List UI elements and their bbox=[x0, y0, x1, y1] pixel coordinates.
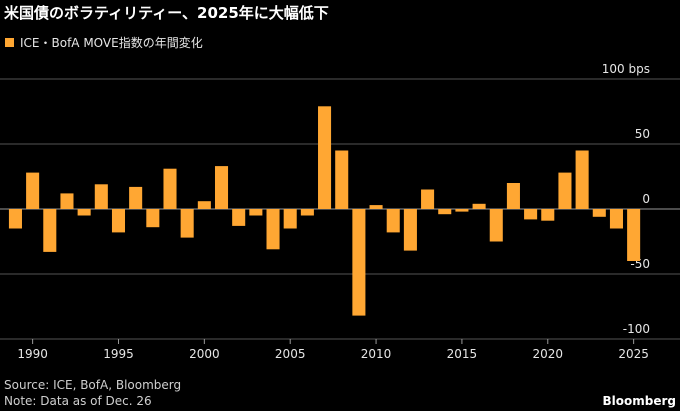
legend-label: ICE・BofA MOVE指数の年間変化 bbox=[20, 35, 203, 50]
bar bbox=[541, 209, 555, 221]
bar bbox=[26, 172, 40, 209]
x-tick-label: 2015 bbox=[447, 347, 478, 361]
x-tick-label: 1995 bbox=[103, 347, 134, 361]
bar bbox=[421, 189, 435, 209]
bar bbox=[524, 209, 538, 220]
bar bbox=[335, 150, 349, 209]
bar bbox=[300, 209, 314, 216]
note: Note: Data as of Dec. 26 bbox=[4, 394, 152, 408]
x-tick-label: 1990 bbox=[17, 347, 48, 361]
bar bbox=[180, 209, 194, 238]
brand: Bloomberg bbox=[603, 394, 677, 408]
bar bbox=[283, 209, 297, 229]
x-tick-label: 2000 bbox=[189, 347, 220, 361]
source: Source: ICE, BofA, Bloomberg bbox=[4, 378, 181, 392]
bar bbox=[111, 209, 126, 233]
bar bbox=[627, 209, 641, 261]
bar bbox=[403, 209, 417, 251]
bar bbox=[609, 209, 623, 229]
x-tick-label: 2020 bbox=[533, 347, 564, 361]
bar bbox=[77, 209, 91, 216]
bar bbox=[129, 186, 143, 209]
bar bbox=[232, 209, 246, 226]
bar bbox=[506, 183, 520, 209]
bar bbox=[489, 209, 503, 242]
bar bbox=[455, 209, 469, 212]
x-tick-label: 2010 bbox=[361, 347, 392, 361]
bar bbox=[386, 209, 400, 233]
bar bbox=[249, 209, 263, 216]
bar bbox=[369, 205, 383, 209]
bar bbox=[60, 193, 74, 209]
bar bbox=[575, 150, 589, 209]
bar bbox=[266, 209, 280, 250]
bar bbox=[43, 209, 57, 252]
bar bbox=[197, 201, 211, 209]
bar bbox=[592, 209, 606, 217]
y-tick-label: -100 bbox=[623, 322, 650, 336]
bar bbox=[352, 209, 366, 316]
x-tick-label: 2005 bbox=[275, 347, 306, 361]
bar bbox=[8, 209, 22, 229]
x-tick-label: 2025 bbox=[618, 347, 649, 361]
bar bbox=[214, 166, 229, 209]
bar bbox=[472, 203, 486, 209]
chart-title: 米国債のボラティリティー、2025年に大幅低下 bbox=[4, 4, 329, 22]
bar bbox=[438, 209, 452, 215]
y-tick-label: 100 bps bbox=[602, 62, 650, 76]
bar bbox=[94, 184, 108, 209]
bar bbox=[146, 209, 160, 228]
y-tick-label: 0 bbox=[642, 192, 650, 206]
legend-swatch bbox=[5, 38, 14, 47]
bar bbox=[318, 106, 332, 209]
bar bbox=[558, 172, 572, 209]
y-tick-label: 50 bbox=[635, 127, 650, 141]
bar bbox=[163, 168, 177, 209]
